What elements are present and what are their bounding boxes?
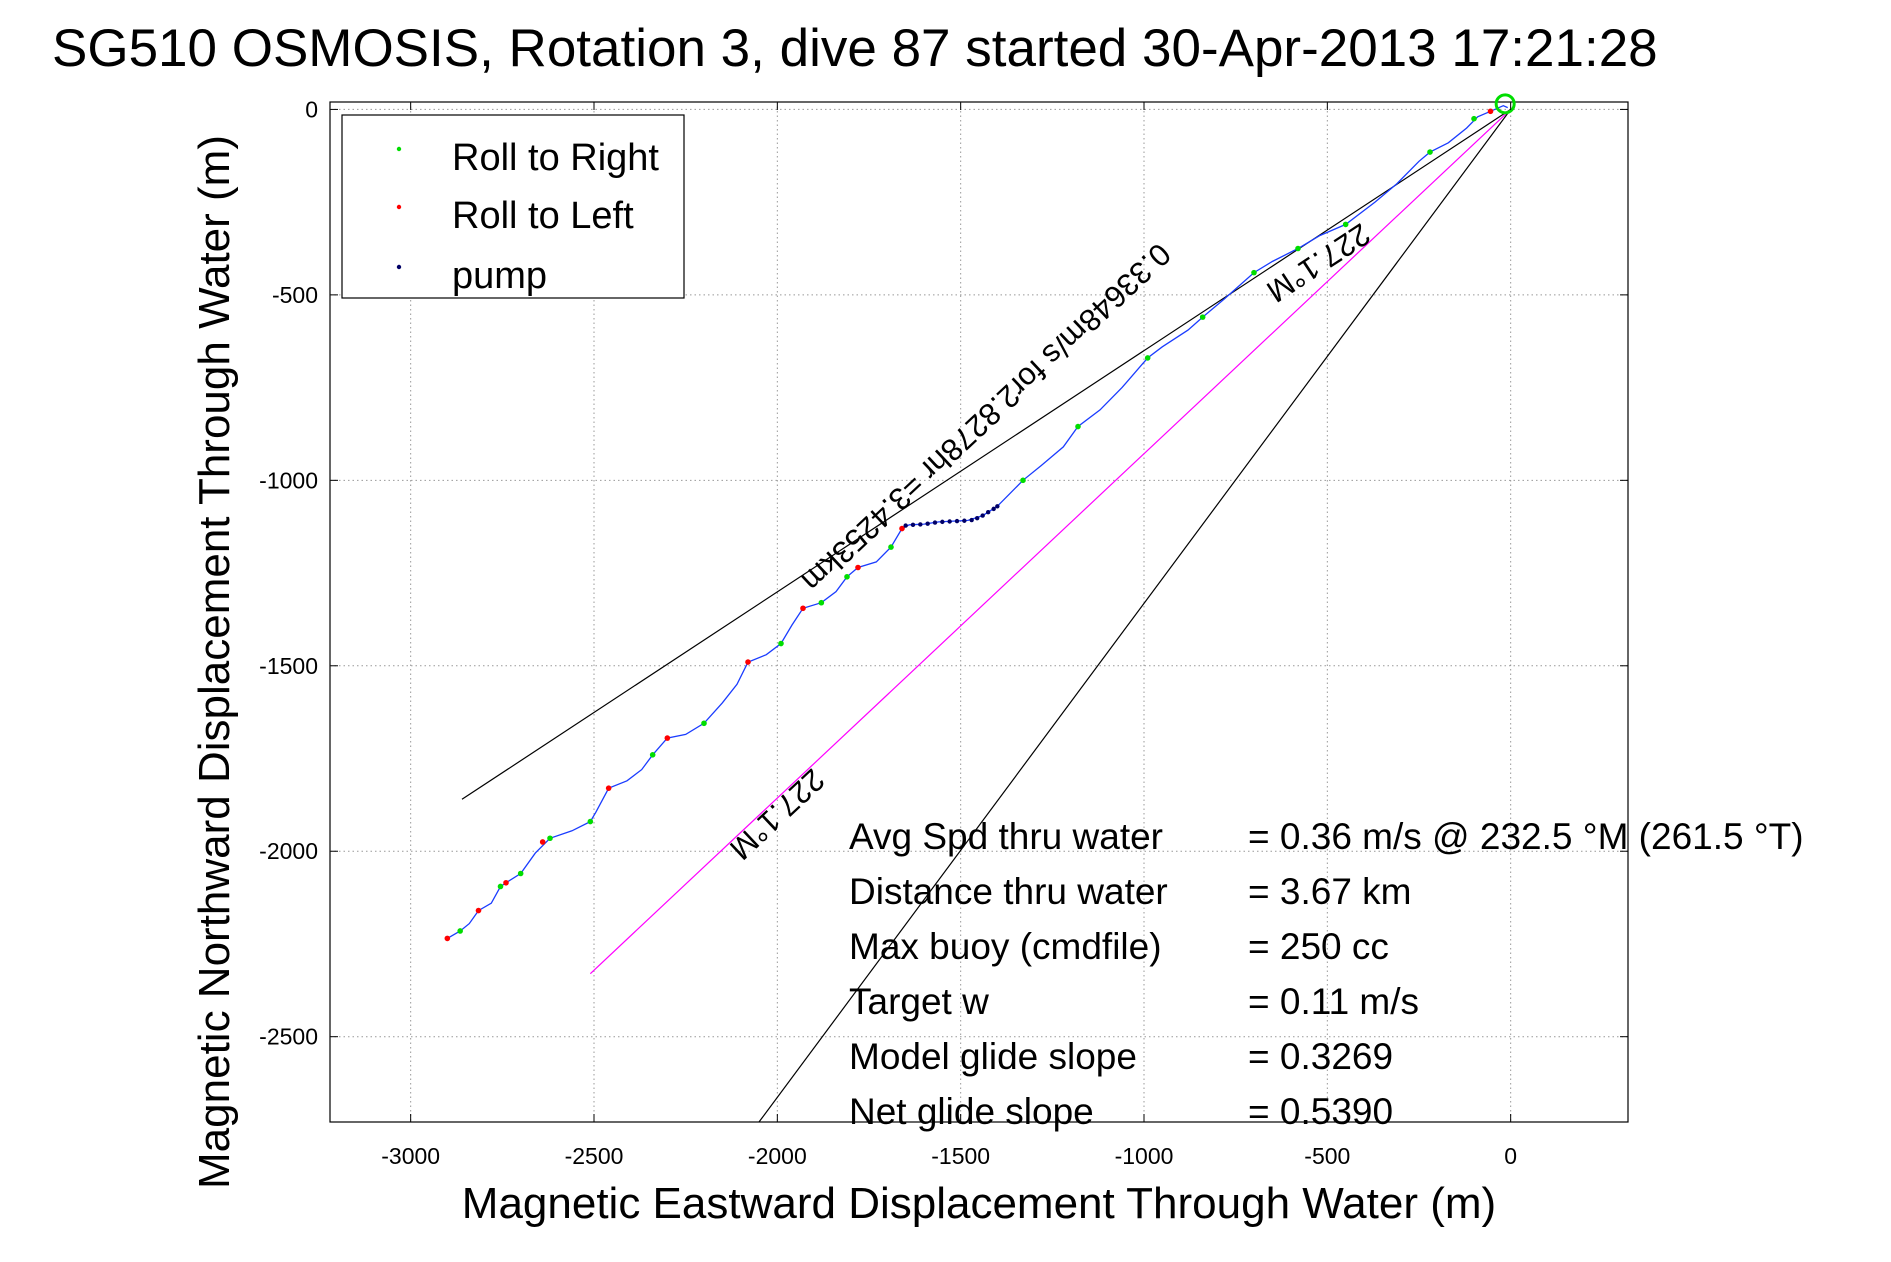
roll-right-point <box>1020 477 1026 484</box>
y-tick-label: 0 <box>305 96 318 122</box>
roll-left-point <box>503 879 509 886</box>
pump-point <box>925 521 930 526</box>
pump-point <box>991 506 996 512</box>
reference-lines <box>461 108 1512 1122</box>
pump-point <box>932 520 938 525</box>
y-tick-label: -2000 <box>259 838 318 864</box>
x-axis-ticks: -3000 -2500 -2000 -1500 -1000 -500 0 <box>381 102 1517 1169</box>
roll-left-point <box>444 935 451 942</box>
y-tick-label: -2500 <box>259 1024 318 1050</box>
pump-point <box>910 522 916 528</box>
pump-point <box>918 522 923 527</box>
roll-right-point <box>888 544 894 550</box>
roll-left-point <box>475 907 482 914</box>
roll-left-point <box>899 525 905 532</box>
legend-label-roll-right: Roll to Right <box>452 137 659 179</box>
pump-point <box>947 519 952 524</box>
legend-marker-roll-right <box>396 146 402 152</box>
stat-value: = 0.5390 <box>1248 1091 1393 1132</box>
y-axis-ticks: 0 -500 -1000 -1500 -2000 -2500 <box>259 96 1628 1050</box>
x-tick-label: 0 <box>1504 1143 1517 1169</box>
reference-line <box>758 109 1512 1122</box>
roll-right-point <box>778 640 784 647</box>
chart-title: SG510 OSMOSIS, Rotation 3, dive 87 start… <box>52 19 1658 78</box>
roll-right-point <box>457 928 463 934</box>
stat-value: = 3.67 km <box>1248 871 1412 912</box>
reference-line <box>589 108 1512 975</box>
pump-point <box>903 523 908 528</box>
x-tick-label: -3000 <box>381 1143 440 1169</box>
pump-point <box>974 515 980 521</box>
roll-left-point <box>745 659 751 665</box>
roll-left-point <box>664 735 671 741</box>
x-tick-label: -1500 <box>931 1143 990 1169</box>
roll-left-point <box>1487 108 1494 115</box>
roll-left-point <box>539 839 546 845</box>
y-tick-label: -500 <box>272 282 318 308</box>
stat-label: Max buoy (cmdfile) <box>849 926 1162 967</box>
pump-point <box>962 518 967 523</box>
roll-right-point <box>1427 149 1433 155</box>
stat-value: = 0.3269 <box>1248 1036 1393 1077</box>
stat-label: Distance thru water <box>849 871 1168 912</box>
roll-left-point <box>605 785 612 791</box>
legend-label-pump: pump <box>452 255 547 297</box>
stat-value: = 0.11 m/s <box>1248 981 1419 1022</box>
legend-label-roll-left: Roll to Left <box>452 195 634 237</box>
pump-point <box>954 518 960 524</box>
stats-annotation: Avg Spd thru water = 0.36 m/s @ 232.5 °M … <box>849 816 1804 1132</box>
roll-right-point <box>1342 221 1349 228</box>
roll-right-point <box>844 573 850 580</box>
legend-marker-roll-left <box>396 204 402 210</box>
roll-right-point <box>1075 423 1081 430</box>
roll-right-point <box>1295 245 1301 252</box>
stat-value: = 0.36 m/s @ 232.5 °M (261.5 °T) <box>1248 816 1804 857</box>
pump-point <box>985 510 991 515</box>
stat-label: Target w <box>849 981 989 1022</box>
stat-label: Model glide slope <box>849 1036 1137 1077</box>
roll-right-point <box>547 835 553 842</box>
legend-marker-pump <box>396 264 402 270</box>
surface-marker <box>1494 93 1516 115</box>
stat-label: Avg Spd thru water <box>849 816 1163 857</box>
y-tick-label: -1000 <box>259 467 318 493</box>
x-tick-label: -1000 <box>1115 1143 1174 1169</box>
reference-line <box>461 108 1511 800</box>
pump-point <box>980 513 985 518</box>
x-tick-label: -500 <box>1304 1143 1350 1169</box>
x-axis-label: Magnetic Eastward Displacement Through W… <box>462 1179 1496 1228</box>
y-tick-label: -1500 <box>259 653 318 679</box>
pump-point <box>995 504 1000 509</box>
pump-point <box>940 519 945 525</box>
roll-right-point <box>818 599 825 606</box>
roll-right-point <box>1251 269 1257 276</box>
roll-right-point <box>1471 115 1477 122</box>
roll-right-point <box>649 752 656 758</box>
gridlines <box>330 102 1628 1122</box>
pump-point <box>969 517 974 523</box>
roll-left-point <box>855 564 861 571</box>
roll-right-point <box>1144 355 1151 361</box>
roll-right-point <box>497 883 504 890</box>
roll-right-point <box>517 870 524 877</box>
x-tick-label: -2000 <box>748 1143 807 1169</box>
roll-pump-markers <box>444 93 1516 942</box>
stat-label: Net glide slope <box>849 1091 1094 1132</box>
y-axis-label: Magnetic Northward Displacement Through … <box>190 135 239 1189</box>
roll-left-point <box>800 605 806 612</box>
roll-right-point <box>1199 314 1206 320</box>
stat-value: = 250 cc <box>1248 926 1389 967</box>
roll-right-point <box>587 818 594 825</box>
legend: Roll to Right Roll to Left pump <box>341 114 685 299</box>
roll-right-point <box>701 720 707 727</box>
x-tick-label: -2500 <box>565 1143 624 1169</box>
